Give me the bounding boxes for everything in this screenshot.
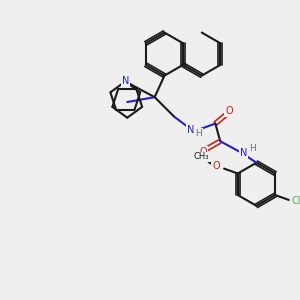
Text: H: H [249,143,256,152]
Text: CH₃: CH₃ [194,152,209,161]
Text: N: N [187,125,195,135]
Text: H: H [195,129,202,138]
Text: O: O [225,106,233,116]
Text: Cl: Cl [292,196,300,206]
Text: O: O [200,147,207,157]
Text: N: N [122,76,129,85]
Text: O: O [212,161,220,171]
Text: N: N [240,148,247,158]
